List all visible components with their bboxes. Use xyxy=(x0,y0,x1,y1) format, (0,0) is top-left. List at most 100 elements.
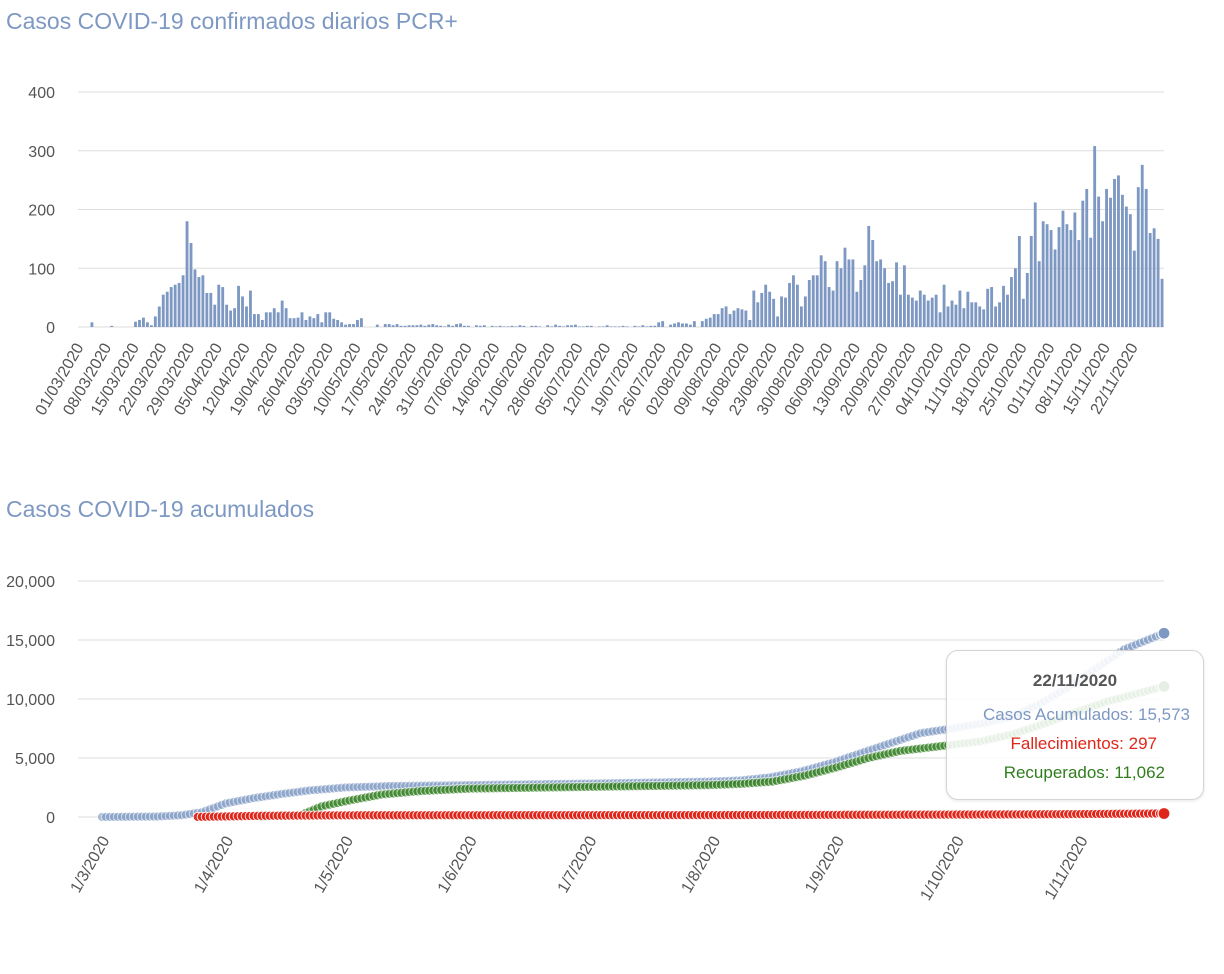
bar xyxy=(463,325,466,327)
bar xyxy=(431,324,435,327)
bar xyxy=(934,294,938,327)
bar xyxy=(217,284,221,327)
bar xyxy=(530,325,534,327)
y-tick-label: 10,000 xyxy=(6,692,55,709)
bar xyxy=(875,261,879,327)
series-fallecimientos xyxy=(192,806,1171,822)
bar xyxy=(1010,277,1013,327)
bar xyxy=(1105,188,1108,327)
bar xyxy=(585,325,589,327)
bar xyxy=(938,312,942,327)
bar xyxy=(574,324,577,327)
bar xyxy=(799,306,803,327)
bar xyxy=(831,290,835,327)
bar xyxy=(328,312,332,327)
x-tick-label: 1/6/2020 xyxy=(435,833,481,896)
bar xyxy=(419,324,423,327)
x-tick-label: 1/7/2020 xyxy=(555,833,601,896)
bar xyxy=(978,306,982,327)
bar xyxy=(867,225,871,327)
bar xyxy=(1093,146,1097,327)
bar xyxy=(1065,224,1069,327)
bar xyxy=(899,294,902,327)
bar xyxy=(562,326,565,327)
bar xyxy=(744,310,748,327)
bar xyxy=(764,284,768,327)
bar xyxy=(823,261,827,327)
bar xyxy=(950,300,954,327)
bar xyxy=(1144,188,1148,327)
bar xyxy=(986,288,990,327)
bar xyxy=(403,325,407,327)
bar xyxy=(1101,221,1105,327)
bar xyxy=(609,326,613,327)
bar xyxy=(736,308,740,327)
bar xyxy=(435,325,439,327)
bar xyxy=(316,314,320,327)
tooltip: 22/11/2020 Casos Acumulados: 15,573 Fall… xyxy=(946,650,1204,800)
bar xyxy=(871,240,875,327)
bar xyxy=(926,300,930,327)
bar xyxy=(1002,285,1005,328)
bar xyxy=(1069,230,1073,327)
bar xyxy=(197,277,201,327)
bar xyxy=(443,326,447,327)
bar xyxy=(1029,235,1033,327)
bar xyxy=(1089,237,1093,327)
bar xyxy=(847,259,851,327)
bar xyxy=(827,287,831,327)
bar xyxy=(1033,202,1037,327)
y-tick-label: 200 xyxy=(28,203,55,220)
bar xyxy=(546,325,550,327)
bar xyxy=(922,294,926,327)
bar xyxy=(633,325,637,327)
bar xyxy=(110,325,114,327)
bar xyxy=(692,321,696,328)
bar xyxy=(839,268,843,327)
tooltip-fallecimientos: Fallecimientos: 297 xyxy=(1010,734,1157,753)
bar xyxy=(792,275,795,327)
bar xyxy=(669,324,673,327)
bar xyxy=(712,314,716,327)
bar xyxy=(673,323,676,327)
bar xyxy=(704,318,708,327)
bar xyxy=(177,282,181,327)
daily-cases-bar-chart: 010020030040001/03/202008/03/202015/03/2… xyxy=(28,85,1164,418)
bar xyxy=(1140,164,1144,327)
y-tick-label: 5,000 xyxy=(15,751,55,768)
bar xyxy=(161,294,165,327)
tooltip-date: 22/11/2020 xyxy=(1032,671,1118,690)
bar xyxy=(467,325,470,327)
bar xyxy=(395,324,399,327)
bar xyxy=(304,319,308,327)
bar xyxy=(1109,197,1112,327)
bar xyxy=(153,316,157,327)
bar xyxy=(1045,224,1049,327)
chart-title-daily: Casos COVID-19 confirmados diarios PCR+ xyxy=(6,8,458,34)
bar xyxy=(716,314,720,327)
bar xyxy=(284,308,288,327)
bar xyxy=(1037,261,1041,327)
bar xyxy=(538,326,542,327)
bar xyxy=(300,312,304,327)
bar xyxy=(237,285,240,328)
bar xyxy=(982,309,986,328)
bar xyxy=(760,292,764,327)
bar xyxy=(272,308,276,327)
bar xyxy=(891,281,894,327)
bar xyxy=(851,259,855,327)
bar xyxy=(597,326,601,327)
bar xyxy=(391,325,395,327)
x-tick-label: 1/9/2020 xyxy=(802,833,848,896)
bar xyxy=(296,317,300,327)
bar xyxy=(768,291,772,327)
bar xyxy=(344,324,347,327)
bar xyxy=(407,325,411,327)
bar xyxy=(645,326,649,327)
bar xyxy=(843,247,847,327)
bar xyxy=(134,321,137,327)
data-point xyxy=(1157,626,1171,640)
bar xyxy=(570,325,573,327)
x-tick-label: 1/5/2020 xyxy=(311,833,357,896)
bar xyxy=(550,326,554,327)
